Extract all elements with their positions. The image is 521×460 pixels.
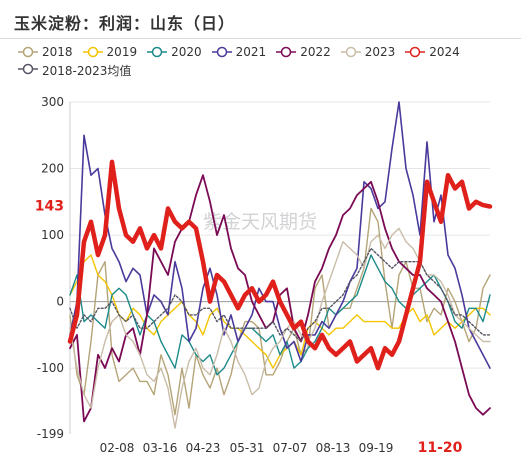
y-tick-label: 300 — [41, 95, 64, 109]
series-line-2018-2023均值 — [69, 247, 491, 343]
y-tick-label: 200 — [41, 162, 64, 176]
x-tick-label: 04-23 — [186, 441, 221, 455]
x-tick-label: 02-08 — [100, 441, 135, 455]
legend-item[interactable]: 2021 — [211, 42, 267, 62]
legend-item[interactable]: 2019 — [82, 42, 138, 62]
legend-marker-icon — [405, 46, 426, 58]
legend-marker-icon — [18, 63, 38, 75]
legend-label: 2020 — [171, 45, 202, 59]
x-tick-label: 03-16 — [143, 441, 178, 455]
x-tick-label: 11-20 — [418, 440, 463, 456]
legend-label: 2024 — [429, 45, 460, 59]
legend-label: 2018-2023均值 — [42, 64, 132, 78]
y-tick-label: 100 — [41, 228, 64, 242]
legend-label: 2019 — [106, 45, 138, 59]
legend-label: 2022 — [300, 45, 331, 59]
legend-item[interactable]: 2023 — [340, 42, 396, 62]
series-line-2021 — [69, 101, 491, 369]
y-tick-label: -199 — [37, 427, 64, 441]
watermark: 紫金天风期货 — [203, 211, 317, 233]
legend-marker-icon — [18, 46, 38, 58]
x-tick-label: 08-13 — [316, 441, 351, 455]
series-line-2024 — [67, 159, 493, 371]
legend-item[interactable]: 2022 — [276, 42, 331, 62]
legend-item[interactable]: 2018 — [18, 42, 73, 62]
legend-item[interactable]: 2024 — [405, 42, 460, 62]
legend-label: 2023 — [364, 45, 396, 59]
x-tick-label: 07-07 — [273, 441, 308, 455]
series-line-2019 — [69, 254, 491, 369]
legend-marker-icon — [147, 46, 168, 58]
legend-marker-icon — [276, 46, 297, 58]
y-tick-label: -100 — [37, 361, 64, 375]
legend: 2018 2019 2020 2021 2022 2023 2024 2018-2023均值 — [18, 42, 518, 82]
legend-marker-icon — [340, 46, 361, 58]
x-tick-label: 05-31 — [230, 441, 265, 455]
legend-item[interactable]: 2020 — [147, 42, 202, 62]
y-tick-label: 0 — [56, 295, 64, 309]
x-tick-label: 09-19 — [359, 441, 394, 455]
legend-item[interactable]: 2018-2023均值 — [18, 62, 508, 82]
title-divider — [0, 38, 521, 39]
legend-marker-icon — [211, 46, 232, 58]
legend-label: 2018 — [42, 45, 73, 59]
legend-label: 2021 — [235, 45, 267, 59]
chart-title: 玉米淀粉：利润：山东（日） — [14, 14, 236, 33]
series-line-2020 — [69, 254, 491, 376]
legend-marker-icon — [82, 46, 103, 58]
latest-value-label: 143 — [35, 198, 64, 214]
